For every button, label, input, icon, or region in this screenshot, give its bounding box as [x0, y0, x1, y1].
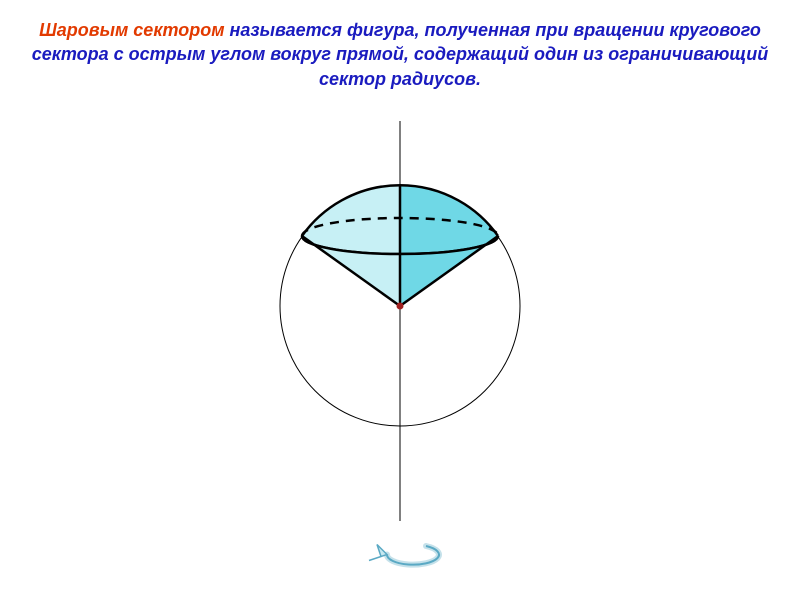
spherical-sector-diagram [150, 91, 650, 591]
definition-title: Шаровым сектором называется фигура, полу… [0, 0, 800, 91]
highlight-term: Шаровым сектором [39, 20, 224, 40]
